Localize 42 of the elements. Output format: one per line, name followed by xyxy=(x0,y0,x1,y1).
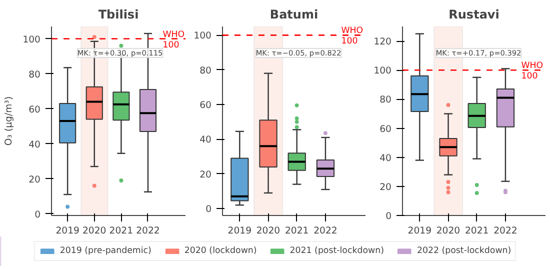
y-tick-label: 100 xyxy=(374,66,392,77)
legend-label: 2021 (post-lockdown) xyxy=(290,246,384,256)
x-tick-label: 2019 xyxy=(228,226,252,236)
y-tick-label: 120 xyxy=(374,36,392,48)
y-tick-label: 100 xyxy=(22,34,41,46)
legend-label: 2019 (pre-pandemic) xyxy=(60,246,152,256)
x-tick-label: 2020 xyxy=(82,226,106,236)
y-tick-label: 0 xyxy=(386,211,392,222)
y-tick-label: 20 xyxy=(28,174,41,186)
ref-line-label: WHO 100 xyxy=(341,26,364,47)
x-tick-label: 2020 xyxy=(256,226,280,236)
chart-title: Tbilisi xyxy=(98,8,139,22)
legend-label: 2020 (lockdown) xyxy=(184,246,257,256)
y-tick-label: 20 xyxy=(380,182,392,193)
y-tick-label: 60 xyxy=(28,104,41,116)
chart-title: Batumi xyxy=(270,8,318,22)
x-tick-label: 2020 xyxy=(436,226,460,236)
y-tick-label: 0 xyxy=(206,204,212,216)
y-tick-label: 80 xyxy=(380,94,392,106)
x-tick-label: 2022 xyxy=(314,226,338,236)
x-tick-label: 2021 xyxy=(109,226,134,236)
y-tick-label: 20 xyxy=(200,169,212,180)
y-tick-label: 80 xyxy=(28,69,41,80)
ref-line-label: WHO 100 xyxy=(521,61,544,82)
x-tick-label: 2022 xyxy=(494,226,518,236)
y-tick-label: 40 xyxy=(380,152,392,164)
ref-line-label: WHO 100 xyxy=(162,30,185,50)
chart-title: Rustavi xyxy=(448,8,500,22)
legend-label: 2022 (post-lockdown) xyxy=(416,246,512,256)
y-tick-label: 60 xyxy=(380,124,392,135)
y-tick-label: 40 xyxy=(200,134,212,146)
y-tick-label: 60 xyxy=(200,100,212,112)
y-tick-label: 40 xyxy=(28,139,41,150)
x-tick-label: 2019 xyxy=(408,226,432,236)
x-tick-label: 2021 xyxy=(284,226,309,236)
x-tick-label: 2019 xyxy=(56,226,80,236)
y-tick-label: 80 xyxy=(200,65,212,76)
y-tick-label: 0 xyxy=(34,209,41,220)
y-axis-title: O₃ (µg/m³) xyxy=(4,96,15,146)
x-tick-label: 2022 xyxy=(136,226,160,236)
y-tick-label: 100 xyxy=(194,30,212,42)
x-tick-label: 2021 xyxy=(464,226,489,236)
